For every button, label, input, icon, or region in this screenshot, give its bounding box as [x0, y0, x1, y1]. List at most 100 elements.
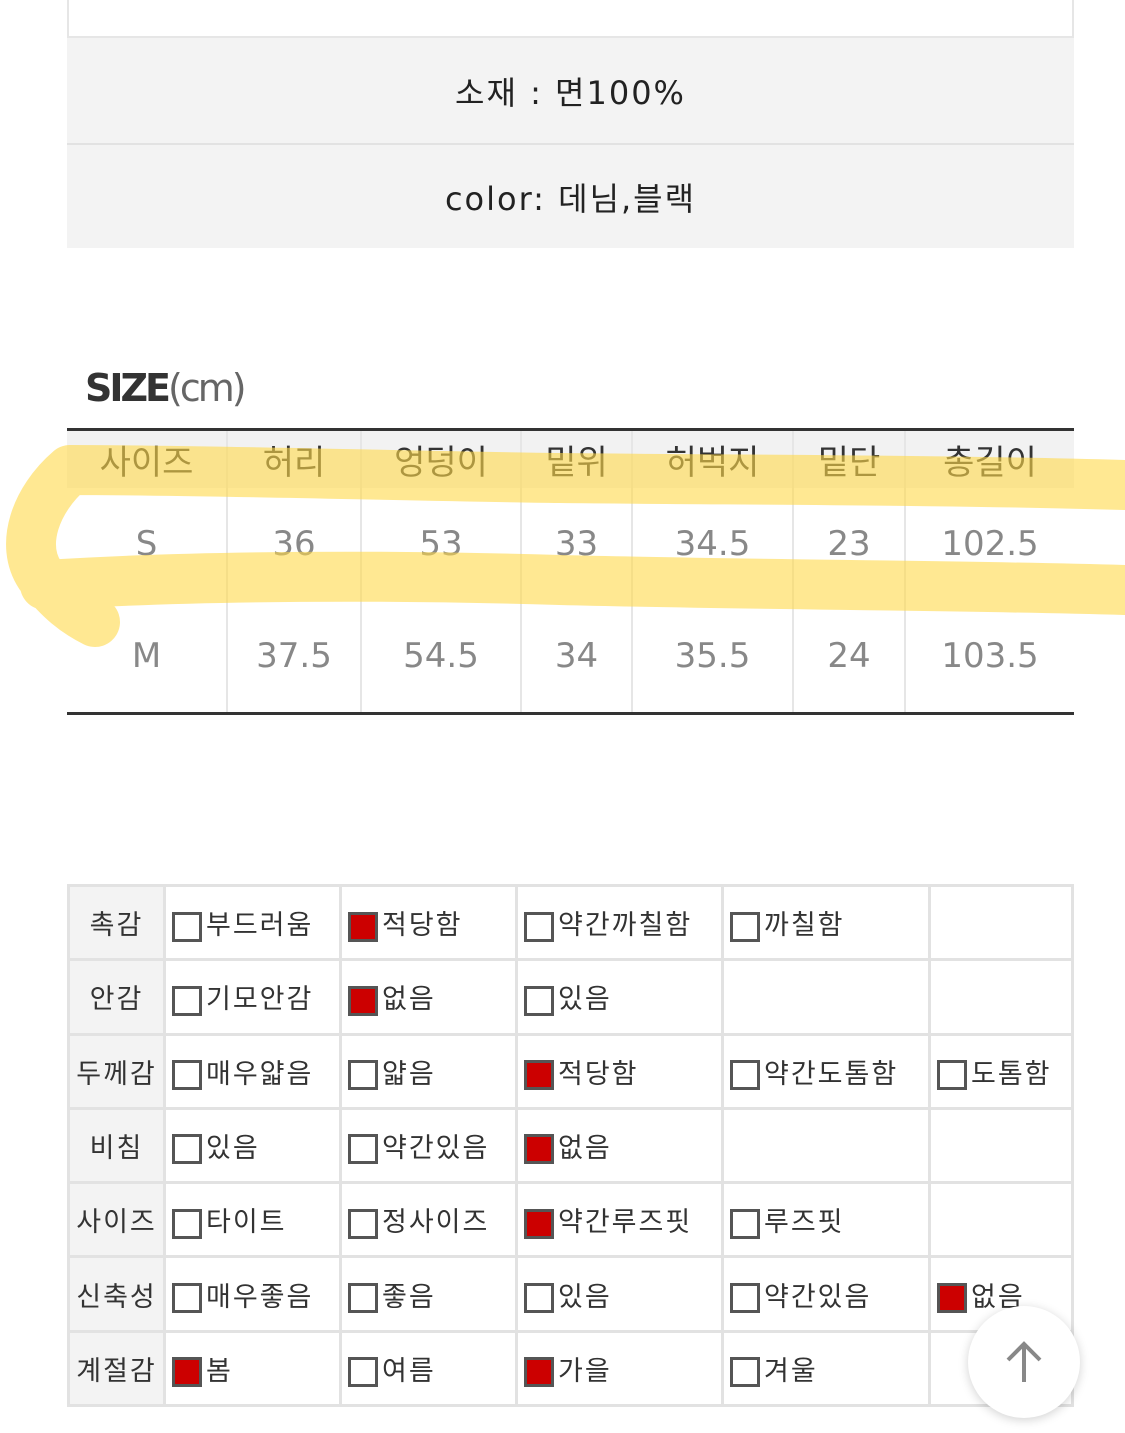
feature-label: 촉감: [67, 883, 166, 962]
option-label: 있음: [206, 1132, 260, 1164]
feature-option: 얇음: [339, 1032, 518, 1110]
feature-label: 사이즈: [67, 1181, 166, 1259]
option-label: 부드러움: [206, 910, 314, 942]
feature-option: 매우얇음: [163, 1032, 342, 1110]
unchecked-checkbox-icon: [348, 1134, 378, 1165]
feature-option: 약간있음: [339, 1106, 518, 1185]
feature-option: 없음: [339, 958, 518, 1036]
unchecked-checkbox-icon: [730, 1060, 760, 1091]
feature-label: 안감: [67, 958, 166, 1036]
size-cell: 54.5: [360, 600, 521, 714]
option-label: 봄: [206, 1355, 233, 1387]
feature-option: 적당함: [515, 1032, 724, 1110]
feature-option: 약간도톰함: [721, 1032, 931, 1110]
feature-option: 부드러움: [163, 883, 342, 962]
size-header-cell: 허리: [226, 429, 361, 488]
empty-cell: [721, 1106, 931, 1185]
size-cell: 35.5: [631, 600, 793, 714]
size-table: 사이즈 허리 엉덩이 밑위 허벅지 밑단 총길이 S 36 53 33 34.5 23 102.5 M 37.…: [67, 428, 1074, 715]
feature-option: 매우좋음: [163, 1255, 342, 1333]
size-cell: 53: [360, 487, 521, 601]
size-row: M 37.5 54.5 34 35.5 24 103.5: [67, 600, 1074, 714]
size-cell: 103.5: [904, 600, 1074, 714]
feature-option: 없음: [515, 1106, 724, 1185]
option-label: 없음: [382, 984, 436, 1016]
option-label: 까칠함: [764, 910, 845, 942]
unchecked-checkbox-icon: [172, 911, 202, 942]
feature-label: 비침: [67, 1106, 166, 1185]
unchecked-checkbox-icon: [172, 1134, 202, 1165]
option-label: 도톰함: [971, 1058, 1052, 1090]
option-label: 루즈핏: [764, 1207, 845, 1239]
checked-checkbox-icon: [172, 1357, 202, 1388]
unchecked-checkbox-icon: [172, 1283, 202, 1314]
option-label: 얇음: [382, 1058, 436, 1090]
size-header-cell: 엉덩이: [360, 429, 521, 488]
feature-row: 비침 있음 약간있음 없음: [67, 1106, 1074, 1185]
size-cell: 24: [792, 600, 905, 714]
feature-option: 도톰함: [928, 1032, 1074, 1110]
info-top-box: [67, 0, 1074, 38]
feature-option: 있음: [163, 1106, 342, 1185]
size-cell: 34.5: [631, 487, 793, 601]
size-header-cell: 사이즈: [67, 429, 227, 488]
feature-option: 가을: [515, 1329, 724, 1408]
unchecked-checkbox-icon: [172, 1060, 202, 1091]
unchecked-checkbox-icon: [730, 1208, 760, 1239]
material-row: 소재 : 면100%: [67, 38, 1074, 143]
feature-row: 사이즈 타이트 정사이즈 약간루즈핏 루즈핏: [67, 1181, 1074, 1259]
feature-label: 계절감: [67, 1329, 166, 1408]
option-label: 있음: [558, 984, 612, 1016]
unchecked-checkbox-icon: [937, 1060, 967, 1091]
checked-checkbox-icon: [524, 1134, 554, 1165]
feature-option: 적당함: [339, 883, 518, 962]
unchecked-checkbox-icon: [348, 1283, 378, 1314]
option-label: 좋음: [382, 1281, 436, 1313]
feature-option: 약간있음: [721, 1255, 931, 1333]
size-cell: S: [135, 524, 158, 564]
unchecked-checkbox-icon: [348, 1060, 378, 1091]
unchecked-checkbox-icon: [730, 911, 760, 942]
option-label: 기모안감: [206, 984, 314, 1016]
size-header-cell: 허벅지: [631, 429, 793, 488]
size-cell: 34: [520, 600, 632, 714]
checked-checkbox-icon: [348, 911, 378, 942]
size-title: SIZE(cm): [85, 366, 247, 410]
size-cell: 33: [520, 487, 632, 601]
option-label: 정사이즈: [382, 1207, 490, 1239]
unchecked-checkbox-icon: [524, 985, 554, 1016]
unchecked-checkbox-icon: [730, 1283, 760, 1314]
unchecked-checkbox-icon: [172, 1208, 202, 1239]
feature-option: 약간루즈핏: [515, 1181, 724, 1259]
feature-row: 안감 기모안감 없음 있음: [67, 958, 1074, 1036]
option-label: 매우얇음: [206, 1058, 314, 1090]
empty-cell: [928, 883, 1074, 962]
unchecked-checkbox-icon: [524, 911, 554, 942]
size-row: S 36 53 33 34.5 23 102.5: [67, 487, 1074, 601]
scroll-to-top-button[interactable]: [968, 1306, 1080, 1418]
feature-option: 정사이즈: [339, 1181, 518, 1259]
size-title-text: SIZE: [85, 366, 171, 410]
feature-option: 까칠함: [721, 883, 931, 962]
option-label: 적당함: [558, 1058, 639, 1090]
feature-row: 두께감 매우얇음 얇음 적당함 약간도톰함 도톰함: [67, 1032, 1074, 1110]
size-header-cell: 밑위: [520, 429, 632, 488]
option-label: 여름: [382, 1355, 436, 1387]
feature-label: 두께감: [67, 1032, 166, 1110]
unchecked-checkbox-icon: [348, 1357, 378, 1388]
unchecked-checkbox-icon: [730, 1357, 760, 1388]
size-header-cell: 밑단: [792, 429, 905, 488]
unchecked-checkbox-icon: [524, 1283, 554, 1314]
size-unit: (cm): [168, 366, 247, 410]
size-cell: 23: [792, 487, 905, 601]
feature-row: 신축성 매우좋음 좋음 있음 약간있음 없음: [67, 1255, 1074, 1333]
empty-cell: [928, 1181, 1074, 1259]
checked-checkbox-icon: [524, 1357, 554, 1388]
size-cell: 102.5: [904, 487, 1074, 601]
checked-checkbox-icon: [524, 1208, 554, 1239]
size-header-cell: 총길이: [904, 429, 1074, 488]
product-info: 소재 : 면100% color: 데님,블랙: [67, 38, 1074, 248]
color-row: color: 데님,블랙: [67, 143, 1074, 248]
feature-label: 신축성: [67, 1255, 166, 1333]
feature-option: 여름: [339, 1329, 518, 1408]
